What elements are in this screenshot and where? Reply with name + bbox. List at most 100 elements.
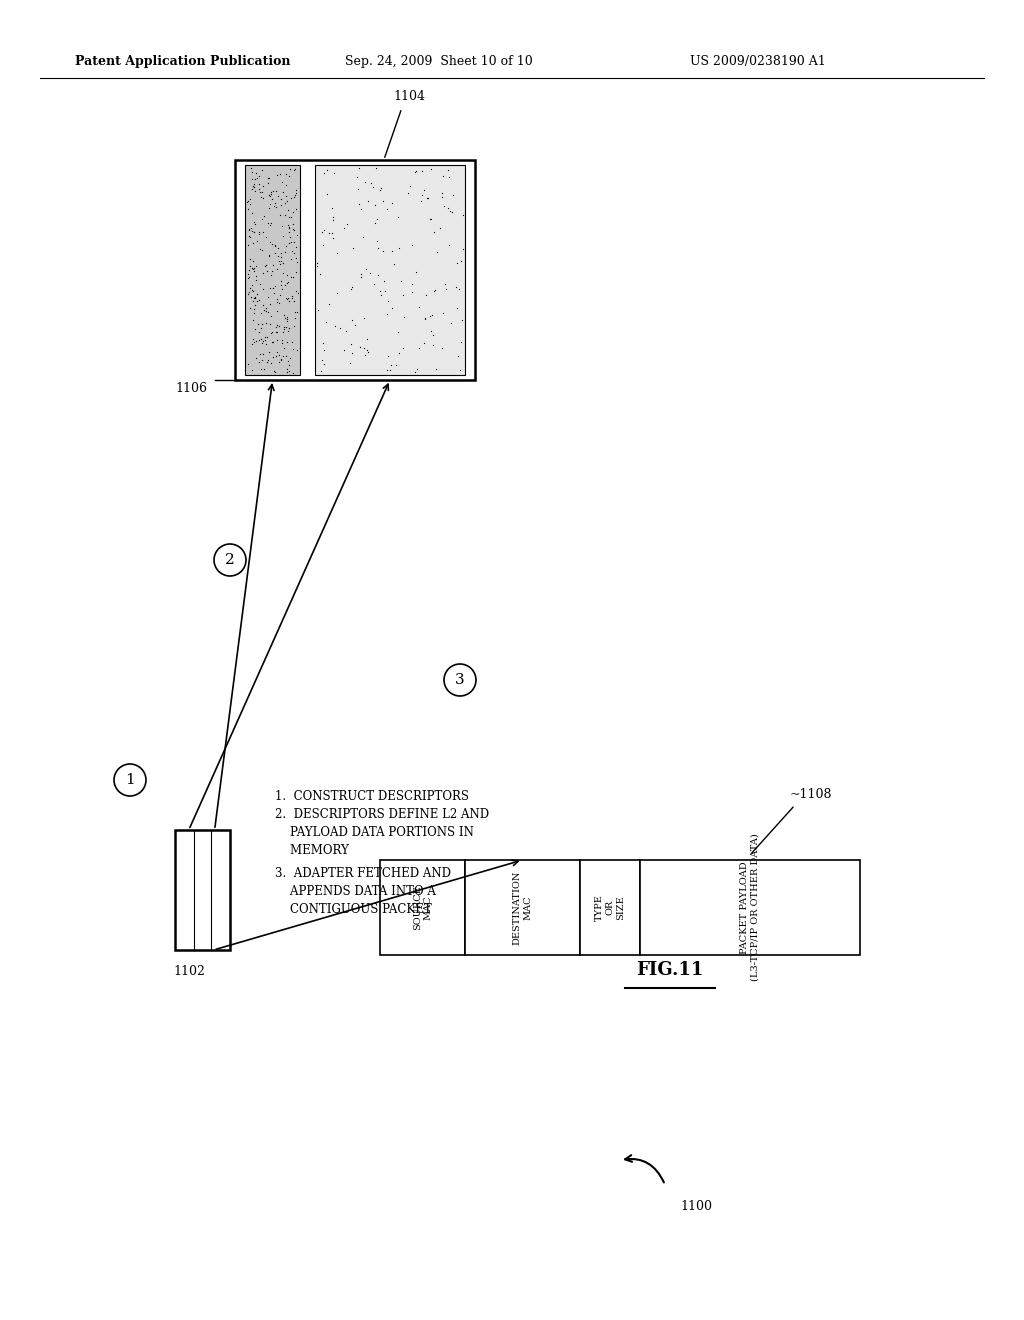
Point <box>246 222 262 243</box>
Point <box>241 267 257 288</box>
Point <box>339 214 355 235</box>
Point <box>324 222 340 243</box>
Point <box>381 359 397 380</box>
Point <box>352 263 369 284</box>
Point <box>407 360 423 381</box>
Point <box>264 331 281 352</box>
Point <box>356 345 373 366</box>
Point <box>286 315 302 337</box>
Point <box>344 342 360 363</box>
Text: 1100: 1100 <box>680 1200 712 1213</box>
Point <box>260 213 276 234</box>
Point <box>318 183 335 205</box>
Point <box>258 301 274 322</box>
Point <box>272 243 289 264</box>
Point <box>449 252 465 273</box>
Point <box>251 329 267 350</box>
Point <box>242 248 258 269</box>
Point <box>240 264 256 285</box>
Point <box>262 185 279 206</box>
Point <box>244 203 260 224</box>
Point <box>435 166 452 187</box>
Point <box>359 190 376 211</box>
Point <box>424 335 440 356</box>
Point <box>263 331 280 352</box>
Point <box>247 288 263 309</box>
Point <box>269 314 286 335</box>
Point <box>246 176 262 197</box>
Point <box>279 288 295 309</box>
Point <box>384 297 400 318</box>
Point <box>455 205 471 226</box>
Text: PACKET PAYLOAD
(L3-TCP/IP OR OTHER DATA): PACKET PAYLOAD (L3-TCP/IP OR OTHER DATA) <box>740 834 760 981</box>
Point <box>258 334 274 355</box>
Point <box>246 302 262 323</box>
Point <box>249 231 265 252</box>
Point <box>249 290 265 312</box>
Point <box>281 207 297 228</box>
Point <box>288 261 304 282</box>
Point <box>440 166 457 187</box>
Point <box>263 213 280 234</box>
Point <box>280 321 296 342</box>
Point <box>369 209 385 230</box>
Point <box>240 284 256 305</box>
Point <box>380 290 396 312</box>
Point <box>257 256 273 277</box>
Point <box>443 201 460 222</box>
Point <box>240 198 256 219</box>
Point <box>247 294 263 315</box>
Point <box>276 275 293 296</box>
Point <box>276 205 293 226</box>
Point <box>278 174 294 195</box>
Point <box>436 273 453 294</box>
Point <box>247 181 263 202</box>
Point <box>399 182 416 203</box>
Point <box>393 271 410 292</box>
Point <box>255 187 271 209</box>
Point <box>256 329 272 350</box>
Point <box>286 186 302 207</box>
Point <box>255 279 271 300</box>
Point <box>261 342 278 363</box>
Point <box>240 268 256 289</box>
Point <box>269 165 286 186</box>
Point <box>267 235 284 256</box>
Point <box>351 157 368 178</box>
Point <box>377 281 393 302</box>
Point <box>444 185 461 206</box>
Point <box>325 228 341 249</box>
Point <box>379 359 395 380</box>
Point <box>388 355 404 376</box>
Point <box>356 308 373 329</box>
Point <box>288 198 304 219</box>
Point <box>324 197 340 218</box>
Point <box>246 257 262 279</box>
Point <box>273 194 290 215</box>
Point <box>350 178 367 199</box>
Point <box>258 255 274 276</box>
Point <box>329 282 345 304</box>
Point <box>246 176 262 197</box>
Point <box>440 234 457 255</box>
Point <box>272 271 289 292</box>
Point <box>271 352 288 374</box>
Point <box>245 232 261 253</box>
Point <box>276 242 293 263</box>
Point <box>423 321 439 342</box>
Point <box>408 160 424 181</box>
Point <box>268 342 285 363</box>
Point <box>269 257 286 279</box>
Point <box>248 347 264 368</box>
Point <box>286 231 302 252</box>
Point <box>246 288 262 309</box>
Point <box>268 321 285 342</box>
Point <box>272 187 289 209</box>
Point <box>315 219 332 240</box>
Point <box>262 293 279 314</box>
Point <box>249 168 265 189</box>
Point <box>404 273 421 294</box>
Point <box>279 317 295 338</box>
Point <box>248 269 264 290</box>
Point <box>282 318 298 339</box>
